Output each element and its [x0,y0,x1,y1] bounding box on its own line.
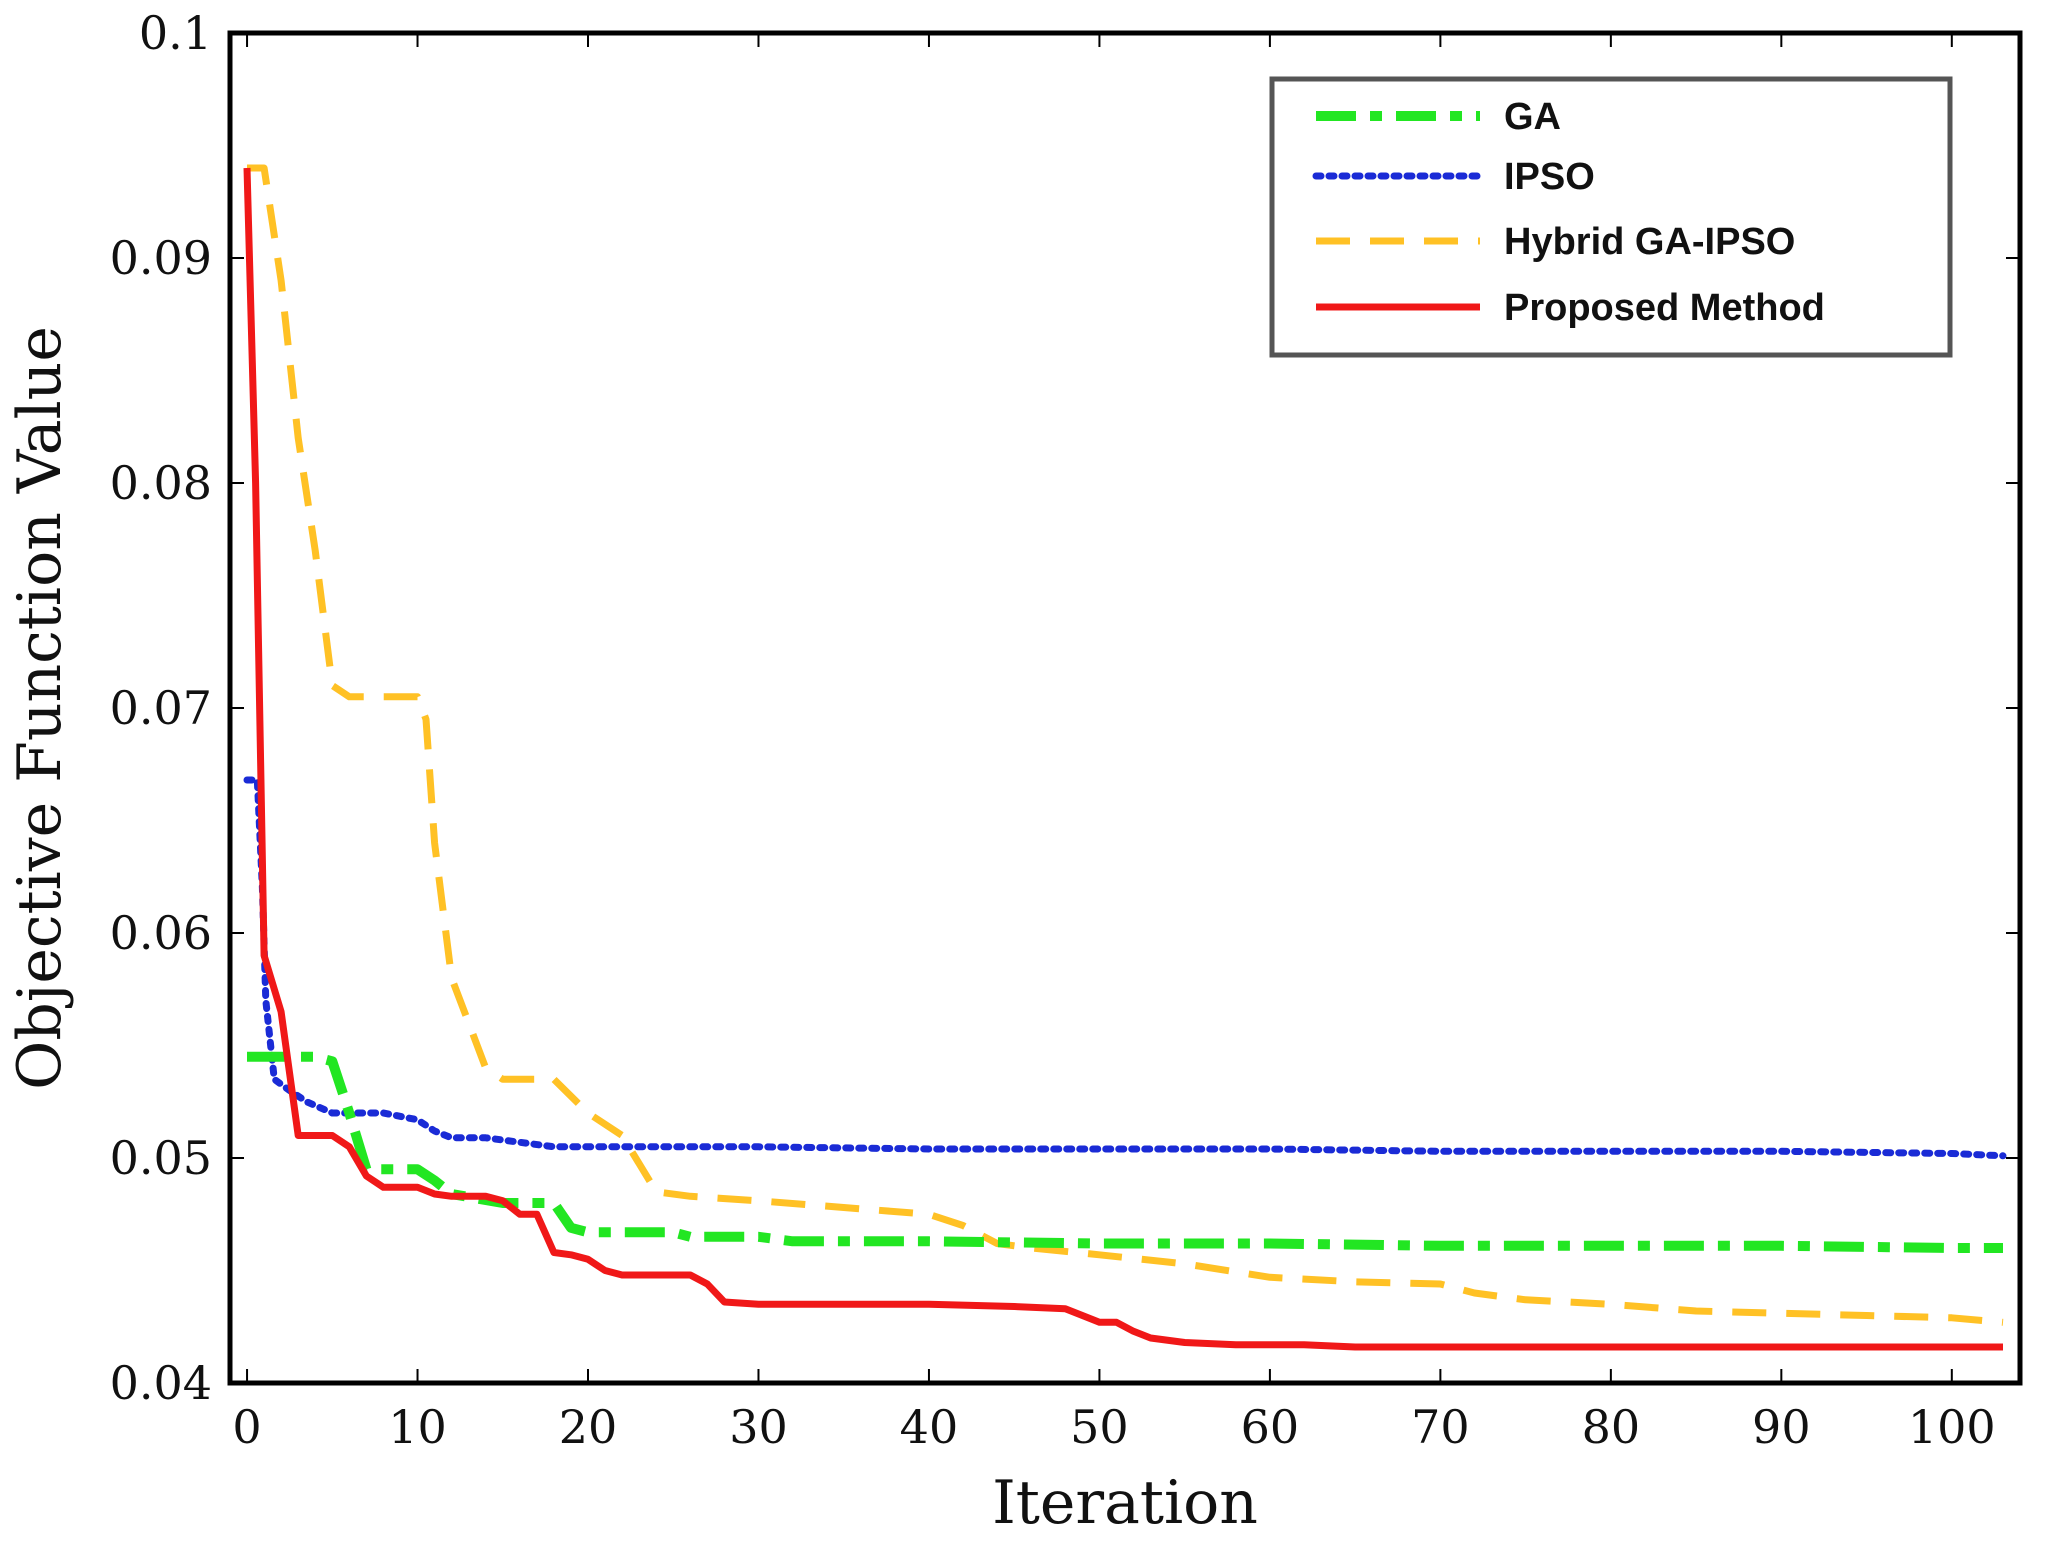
x-tick-label: 60 [1241,1400,1300,1454]
legend-label-ipso: IPSO [1504,156,1595,198]
x-tick-label: 100 [1908,1400,1996,1454]
y-tick-label: 0.1 [139,6,212,60]
legend: GA IPSO Hybrid GA-IPSO Proposed Method [1269,76,1953,358]
legend-label-ga: GA [1504,96,1561,138]
y-tick-label: 0.04 [110,1356,212,1410]
legend-label-hybrid-ga-ipso: Hybrid GA-IPSO [1504,221,1795,263]
series-line-ga [247,1051,2003,1253]
y-axis-title: Objective Function Value [5,326,75,1090]
series-line-proposed-method [243,167,2003,1351]
x-tick-label: 20 [559,1400,618,1454]
x-tick-label: 80 [1582,1400,1641,1454]
series-line-ipso [243,776,2007,1160]
y-tick-label: 0.06 [110,906,212,960]
legend-label-proposed-method: Proposed Method [1504,287,1825,329]
x-tick-label: 70 [1411,1400,1470,1454]
x-tick-label: 30 [729,1400,788,1454]
x-axis-title: Iteration [992,1468,1258,1538]
legend-entries: GA IPSO Hybrid GA-IPSO Proposed Method [1312,96,1825,329]
tick-label-layer: 0 10 20 30 40 50 60 70 80 90 100 0.04 0.05 0.06 0.07 0.… [110,6,1996,1454]
x-tick-label: 10 [388,1400,447,1454]
tick-layer [230,32,2020,1384]
series-layer [243,164,2007,1351]
y-tick-label: 0.09 [110,231,212,285]
series-line-hybrid-ga-ipso [247,164,2004,1326]
x-tick-label: 40 [900,1400,959,1454]
x-tick-label: 90 [1752,1400,1811,1454]
y-tick-label: 0.08 [110,456,212,510]
y-tick-label: 0.07 [110,681,212,735]
y-tick-label: 0.05 [110,1131,212,1185]
x-tick-label: 0 [232,1400,261,1454]
x-tick-label: 50 [1070,1400,1129,1454]
